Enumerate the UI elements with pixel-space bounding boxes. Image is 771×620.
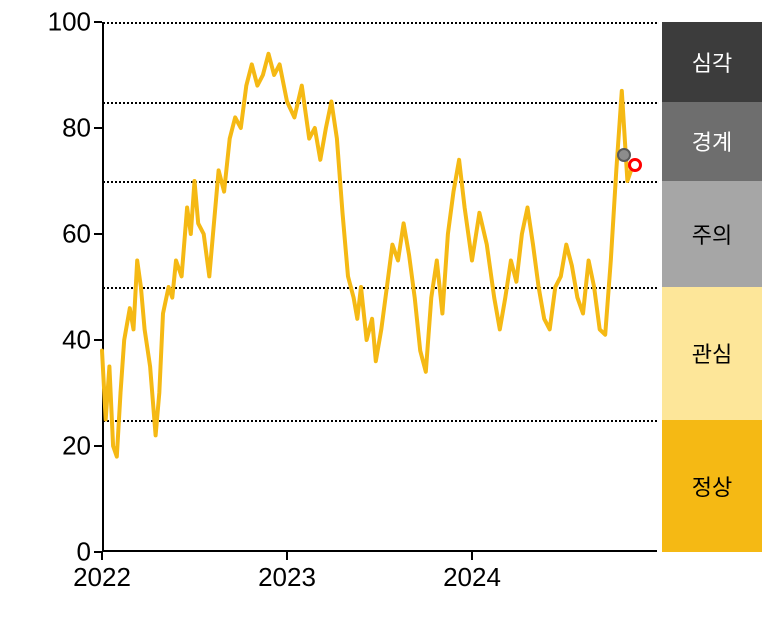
y-tick-mark xyxy=(94,339,102,341)
y-tick-mark xyxy=(94,233,102,235)
data-line xyxy=(102,54,633,457)
x-tick-label: 2022 xyxy=(73,562,131,593)
data-marker xyxy=(628,158,642,172)
y-tick-mark xyxy=(94,127,102,129)
x-tick-label: 2023 xyxy=(258,562,316,593)
y-tick-label: 40 xyxy=(31,325,91,356)
y-tick-label: 20 xyxy=(31,431,91,462)
y-tick-mark xyxy=(94,445,102,447)
data-marker xyxy=(617,148,631,162)
legend-band: 심각 xyxy=(662,22,762,102)
x-tick-label: 2024 xyxy=(443,562,501,593)
chart-container: 020406080100 202220232024 심각경계주의관심정상 xyxy=(20,10,751,610)
y-tick-mark xyxy=(94,21,102,23)
x-tick-mark xyxy=(471,552,473,560)
line-chart-svg xyxy=(102,22,657,552)
legend-band: 정상 xyxy=(662,420,762,553)
y-tick-label: 100 xyxy=(31,7,91,38)
y-tick-label: 60 xyxy=(31,219,91,250)
legend: 심각경계주의관심정상 xyxy=(662,22,762,552)
x-tick-mark xyxy=(101,552,103,560)
legend-band: 경계 xyxy=(662,102,762,182)
legend-band: 주의 xyxy=(662,181,762,287)
y-tick-label: 80 xyxy=(31,113,91,144)
x-tick-mark xyxy=(286,552,288,560)
legend-band: 관심 xyxy=(662,287,762,420)
